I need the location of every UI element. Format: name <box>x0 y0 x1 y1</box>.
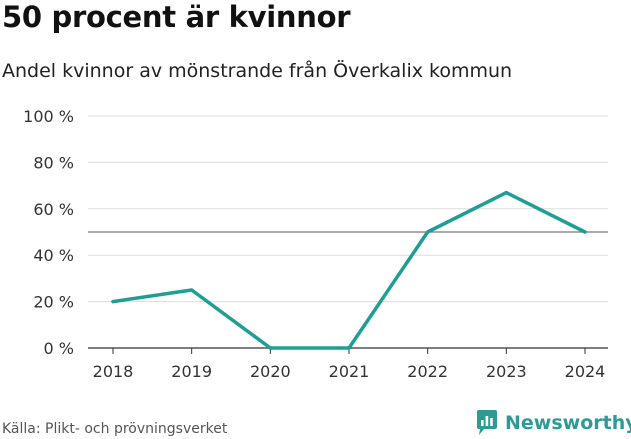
data-point <box>347 346 351 350</box>
y-tick-label: 20 % <box>33 293 74 312</box>
x-tick-label: 2022 <box>407 362 448 381</box>
data-point <box>426 230 430 234</box>
x-tick-label: 2023 <box>486 362 527 381</box>
data-point <box>504 191 508 195</box>
y-tick-label: 100 % <box>23 107 74 126</box>
x-tick-label: 2020 <box>250 362 291 381</box>
chart-subtitle: Andel kvinnor av mönstrande från Överkal… <box>2 60 513 82</box>
y-tick-label: 60 % <box>33 200 74 219</box>
line-chart: 0 % 20 % 40 % 60 % 80 % 100 % 2018 2019 2020 2021… <box>23 107 608 381</box>
source-note: Källa: Plikt- och prövningsverket <box>2 421 228 437</box>
series-line <box>111 190 587 350</box>
chart-title: 50 procent är kvinnor <box>2 0 351 34</box>
x-tick-label: 2018 <box>93 362 134 381</box>
data-point <box>111 300 115 304</box>
x-tick-label: 2019 <box>171 362 212 381</box>
data-point <box>583 230 587 234</box>
data-point <box>268 346 272 350</box>
y-tick-label: 80 % <box>33 153 74 172</box>
y-tick-label: 40 % <box>33 246 74 265</box>
y-tick-label: 0 % <box>44 339 74 358</box>
brand-name: Newsworthy <box>505 412 631 434</box>
newsworthy-logo-icon <box>477 410 497 435</box>
data-point <box>190 288 194 292</box>
x-tick-label: 2024 <box>565 362 606 381</box>
brand-logo[interactable]: Newsworthy <box>476 409 631 437</box>
x-tick-label: 2021 <box>329 362 370 381</box>
